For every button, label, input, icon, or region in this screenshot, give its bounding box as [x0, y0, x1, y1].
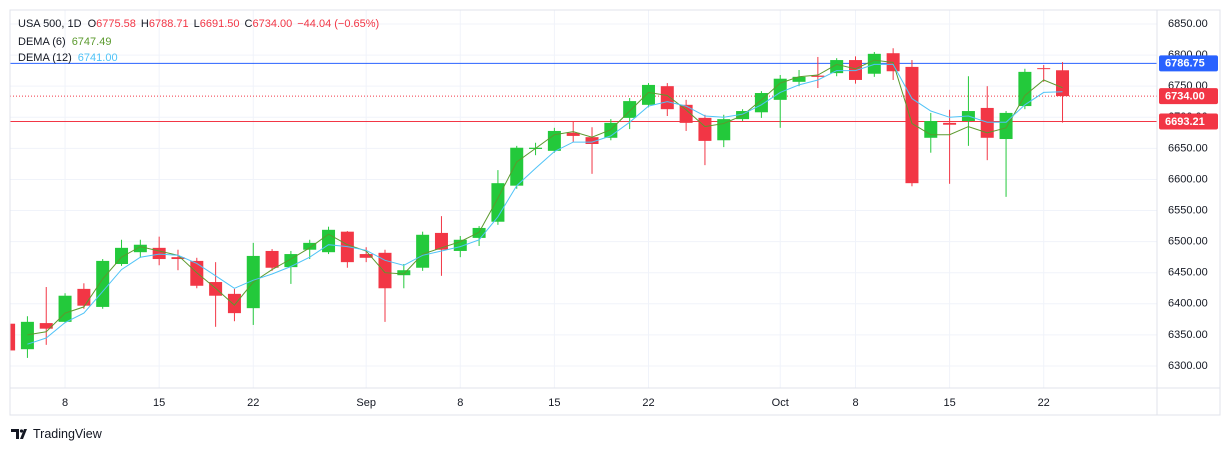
- candle-body: [999, 112, 1013, 140]
- ohlc-label: L: [194, 18, 200, 30]
- y-tick-label: 6550.00: [1168, 204, 1208, 216]
- x-tick-label: 22: [247, 397, 259, 409]
- candle-body: [924, 120, 938, 138]
- indicator-value: 6747.49: [72, 36, 112, 48]
- x-tick-label: 22: [1038, 397, 1050, 409]
- candle-body: [152, 247, 166, 260]
- y-tick-label: 6350.00: [1168, 329, 1208, 341]
- ohlc-legend: USA 500, 1D O6775.58 H6788.71 L6691.50 C6734…: [18, 18, 379, 30]
- candle-body: [717, 119, 731, 141]
- grid: [10, 10, 1157, 388]
- plot-area: [10, 48, 1157, 358]
- ohlc-label: O: [88, 18, 97, 30]
- ohlc-value: 6734.00: [252, 18, 292, 30]
- indicator-legend-entry: DEMA (12) 6741.00: [18, 52, 118, 64]
- y-tick-label: 6650.00: [1168, 142, 1208, 154]
- candle-body: [58, 295, 72, 322]
- candle-body: [77, 288, 91, 306]
- y-tick-label: 6450.00: [1168, 267, 1208, 279]
- x-tick-label: 8: [457, 397, 463, 409]
- candle-body: [472, 227, 486, 238]
- candle-body: [10, 323, 16, 351]
- axes: 6300.00 6350.00 6400.00 6450.00 6500.00 6550.…: [62, 18, 1218, 409]
- y-tick-label: 6300.00: [1168, 360, 1208, 372]
- indicator-line: [27, 63, 1063, 345]
- candle-body: [322, 229, 336, 253]
- frame: [9, 9, 1221, 416]
- candle-body: [227, 293, 241, 314]
- candle-body: [1037, 68, 1051, 70]
- candle-body: [133, 244, 147, 253]
- indicator-legend-entry: DEMA (6) 6747.49: [18, 36, 111, 48]
- y-tick-label: 6500.00: [1168, 236, 1208, 248]
- price-badge: [1159, 55, 1218, 72]
- ohlc-value: 6788.71: [149, 18, 189, 30]
- change: −44.04 (−0.65%): [297, 18, 379, 30]
- candle-body: [585, 137, 599, 145]
- x-tick-label: 22: [642, 397, 654, 409]
- candle-body: [171, 257, 185, 260]
- candle-body: [416, 234, 430, 268]
- candle-body: [39, 323, 53, 329]
- candle-body: [698, 117, 712, 141]
- indicator-value: 6741.00: [78, 52, 118, 64]
- x-tick-label: 15: [943, 397, 955, 409]
- ohlc-value: 6691.50: [200, 18, 240, 30]
- watermark-logo-dot: [19, 429, 24, 433]
- candle-body: [660, 86, 674, 110]
- watermark-text: TradingView: [33, 427, 103, 441]
- candle-body: [453, 239, 467, 251]
- candle-body: [867, 53, 881, 74]
- x-tick-label: Sep: [356, 397, 376, 409]
- y-tick-label: 6600.00: [1168, 173, 1208, 185]
- candle-body: [792, 76, 806, 82]
- y-tick-label: 6400.00: [1168, 298, 1208, 310]
- candle-body: [754, 93, 768, 113]
- ohlc-label: H: [141, 18, 149, 30]
- candle-body: [905, 66, 919, 184]
- candle-body: [830, 60, 844, 74]
- x-tick-label: 15: [548, 397, 560, 409]
- candle-body: [1018, 71, 1032, 107]
- candle-body: [434, 232, 448, 250]
- candle-body: [115, 247, 129, 265]
- candle-body: [265, 250, 279, 268]
- candle-body: [20, 321, 34, 350]
- price-badge: [1159, 88, 1218, 105]
- ohlc-label: C: [245, 18, 253, 30]
- candle-body: [96, 260, 110, 307]
- indicator-name: DEMA (6): [18, 36, 66, 48]
- candle-body: [359, 254, 373, 258]
- x-tick-label: 8: [852, 397, 858, 409]
- x-tick-label: 8: [62, 397, 68, 409]
- ohlc-value: 6775.58: [96, 18, 136, 30]
- candle-body: [397, 270, 411, 276]
- price-badge-label: 6693.21: [1165, 116, 1205, 128]
- x-tick-label: Oct: [772, 397, 789, 409]
- candle-body: [849, 60, 862, 80]
- candle-body: [943, 122, 957, 125]
- y-tick-label: 6850.00: [1168, 18, 1208, 30]
- candle-body: [980, 107, 994, 138]
- price-badge: [1159, 113, 1218, 130]
- watermark: TradingView: [11, 427, 103, 441]
- candle-body: [510, 147, 524, 186]
- indicator-line: [27, 59, 1063, 336]
- price-badge-label: 6734.00: [1165, 91, 1205, 103]
- price-badge-label: 6786.75: [1165, 58, 1205, 70]
- candle-body: [811, 75, 825, 77]
- candle-body: [1056, 70, 1070, 97]
- candle-body: [547, 130, 561, 151]
- candle-body: [303, 242, 317, 250]
- candle-body: [679, 104, 693, 123]
- indicator-name: DEMA (12): [18, 52, 72, 64]
- x-tick-label: 15: [153, 397, 165, 409]
- candle-body: [641, 84, 655, 105]
- candle-body: [566, 132, 580, 136]
- symbol: USA 500, 1D: [18, 18, 82, 30]
